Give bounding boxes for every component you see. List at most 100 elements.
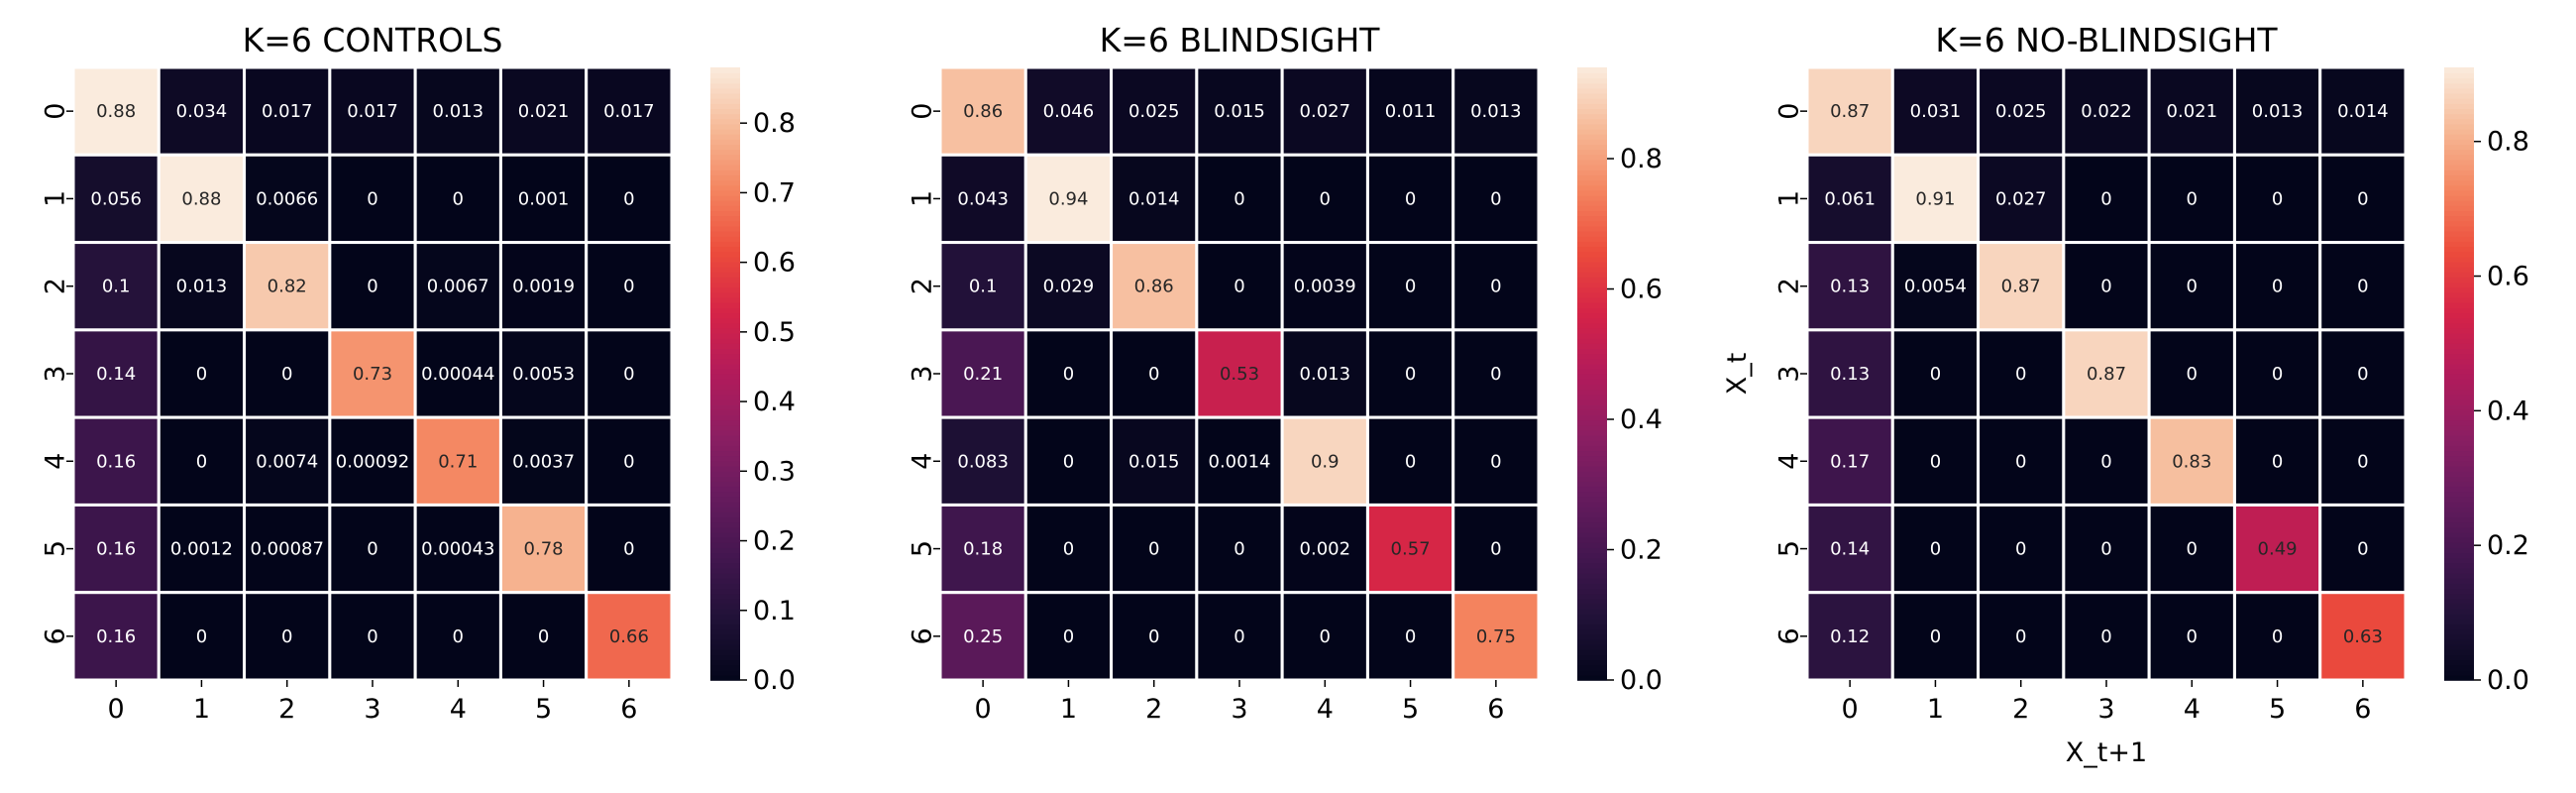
colorbar-segment: [710, 205, 740, 211]
colorbar-segment: [2444, 486, 2474, 493]
colorbar-segment: [710, 541, 740, 548]
colorbar-segment: [710, 159, 740, 166]
colorbar-segment: [2444, 557, 2474, 564]
colorbar-segment: [1577, 215, 1607, 222]
colorbar-segment: [710, 476, 740, 482]
panel-no-blindsight: K=6 NO-BLINDSIGHT 0.87 0.031 0.025 0.022 0.0…: [1722, 21, 2529, 768]
colorbar-segment: [1577, 144, 1607, 151]
y-tick-label: 1: [908, 190, 938, 207]
colorbar-segment: [2444, 419, 2474, 426]
colorbar-segment: [2444, 465, 2474, 472]
colorbar-segment: [710, 455, 740, 462]
cell-value-label: 0: [2272, 364, 2283, 385]
colorbar-segment: [2444, 210, 2474, 217]
colorbar-segment: [1577, 108, 1607, 115]
colorbar-segment: [1577, 123, 1607, 130]
cell-value-label: 0: [2015, 451, 2026, 472]
cell-value-label: 0: [1405, 626, 1416, 647]
colorbar-segment: [710, 179, 740, 186]
colorbar-segment: [710, 608, 740, 615]
colorbar-segment: [1577, 429, 1607, 436]
cell-value-label: 0: [367, 277, 377, 297]
cell-value-label: 0: [1490, 277, 1501, 297]
colorbar-segment: [2444, 424, 2474, 431]
colorbar-segment: [2444, 623, 2474, 630]
colorbar-segment: [1577, 583, 1607, 590]
colorbar-segment: [710, 92, 740, 99]
chart-title: K=6 BLINDSIGHT: [1100, 21, 1381, 59]
colorbar-segment: [2444, 541, 2474, 548]
colorbar-segment: [710, 337, 740, 344]
cell-value-label: 0.027: [1995, 188, 2047, 209]
heatmap-cell: [2232, 415, 2322, 507]
colorbar-segment: [710, 194, 740, 201]
colorbar-segment: [710, 374, 740, 380]
colorbar-tick-label: 0.0: [1620, 665, 1663, 696]
cell-value-label: 0: [1234, 626, 1244, 647]
cell-value-label: 0: [1405, 451, 1416, 472]
cell-value-label: 0.73: [353, 364, 392, 385]
colorbar-segment: [1577, 77, 1607, 84]
colorbar-segment: [2444, 87, 2474, 94]
colorbar-segment: [1577, 511, 1607, 517]
colorbar-segment: [1577, 516, 1607, 523]
cell-value-label: 0.002: [1300, 539, 1351, 560]
colorbar-segment: [2444, 516, 2474, 523]
colorbar-segment: [710, 358, 740, 365]
colorbar-segment: [710, 619, 740, 625]
x-tick-label: 6: [1487, 694, 1504, 725]
colorbar-segment: [1577, 434, 1607, 441]
cell-value-label: 0.82: [268, 277, 307, 297]
colorbar-segment: [710, 272, 740, 278]
colorbar-segment: [710, 123, 740, 130]
x-tick-label: 3: [1231, 694, 1247, 725]
y-tick-label: 1: [41, 190, 71, 207]
heatmap-cell: [1365, 328, 1455, 419]
y-tick-label: 5: [908, 540, 938, 557]
colorbar-segment: [1577, 210, 1607, 217]
colorbar-segment: [1577, 455, 1607, 462]
heatmap-cell: [1890, 153, 1981, 245]
colorbar-segment: [710, 531, 740, 538]
cell-value-label: 0.0074: [256, 451, 318, 472]
cell-value-label: 0: [1148, 364, 1159, 385]
cell-value-label: 0: [1405, 277, 1416, 297]
cell-value-label: 0.013: [2252, 101, 2304, 122]
colorbar-segment: [2444, 353, 2474, 360]
colorbar-segment: [1577, 476, 1607, 482]
colorbar-segment: [2444, 598, 2474, 605]
colorbar-segment: [2444, 199, 2474, 206]
cell-value-label: 0: [367, 188, 377, 209]
colorbar-segment: [710, 246, 740, 253]
colorbar-segment: [1577, 578, 1607, 584]
heatmap-cell: [413, 503, 502, 595]
cell-value-label: 0: [2015, 626, 2026, 647]
colorbar-tick-label: 0.1: [753, 596, 796, 626]
x-tick-label: 3: [364, 694, 380, 725]
y-tick-label: 6: [41, 627, 71, 644]
cell-value-label: 0.18: [963, 539, 1003, 560]
x-tick-label: 0: [1842, 694, 1859, 725]
colorbar-segment: [2444, 583, 2474, 590]
heatmap-cell: [1805, 415, 1894, 507]
cell-value-label: 0.57: [1391, 539, 1431, 560]
colorbar-segment: [710, 220, 740, 227]
cell-value-label: 0.046: [1043, 101, 1095, 122]
cell-value-label: 0.017: [347, 101, 398, 122]
colorbar-segment: [2444, 154, 2474, 161]
cell-value-label: 0.017: [262, 101, 313, 122]
cell-value-label: 0: [2357, 277, 2368, 297]
colorbar-segment: [2444, 414, 2474, 421]
colorbar-segment: [710, 445, 740, 452]
colorbar: 0.0 0.2 0.4 0.6 0.8: [1577, 67, 1663, 696]
y-tick-label: 2: [908, 278, 938, 294]
heatmap-cell: [1023, 153, 1114, 245]
colorbar-segment: [710, 598, 740, 605]
heatmap-cell: [585, 153, 674, 245]
chart-title: K=6 CONTROLS: [243, 21, 503, 59]
colorbar-segment: [1577, 608, 1607, 615]
colorbar-segment: [2444, 654, 2474, 661]
colorbar-segment: [1577, 414, 1607, 421]
colorbar-segment: [710, 470, 740, 477]
colorbar-segment: [1577, 526, 1607, 533]
